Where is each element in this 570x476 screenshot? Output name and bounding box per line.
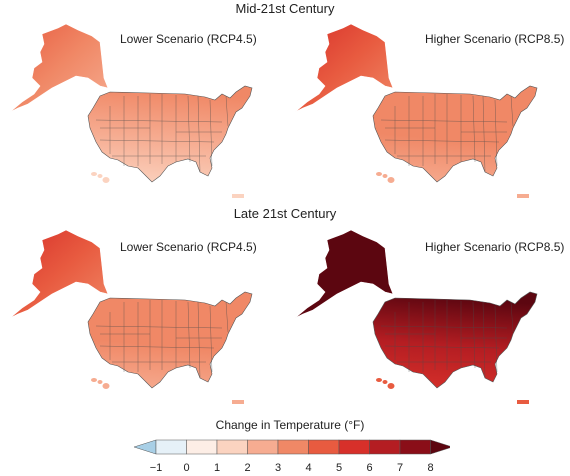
- puerto-rico-region: [232, 194, 244, 198]
- color-legend: Change in Temperature (°F) −1 0 1 2 3 4 5 6 7 8: [130, 418, 450, 476]
- legend-bin: [308, 439, 340, 455]
- legend-tick-label: 7: [396, 462, 404, 474]
- contiguous-us-region: [87, 291, 253, 389]
- scenario-label: Lower Scenario (RCP4.5): [120, 32, 257, 46]
- legend-tick-label: 3: [274, 462, 282, 474]
- legend-tick-label: 1: [213, 462, 221, 474]
- legend-bin: [338, 439, 370, 455]
- legend-arrow-above: [430, 439, 450, 455]
- puerto-rico-region: [517, 194, 529, 198]
- section-title-mid-century: Mid-21st Century: [235, 1, 335, 16]
- legend-tick-label: 4: [305, 462, 312, 474]
- map-panel-mid-lower: Lower Scenario (RCP4.5): [0, 16, 285, 206]
- map-svg: [294, 229, 538, 404]
- legend-bin: [247, 439, 279, 455]
- state-boundaries: [380, 300, 514, 379]
- scenario-label: Higher Scenario (RCP8.5): [425, 240, 565, 254]
- scenario-label: Higher Scenario (RCP8.5): [425, 32, 565, 46]
- alaska-region: [294, 229, 394, 319]
- puerto-rico-region: [517, 400, 529, 404]
- legend-tick-label: 8: [427, 462, 434, 474]
- map-svg: [9, 23, 253, 198]
- contiguous-us-region: [372, 85, 538, 183]
- legend-bin: [186, 439, 218, 455]
- legend-tick-label: −1: [149, 462, 163, 474]
- contiguous-us-region: [87, 85, 253, 183]
- legend-bin: [369, 439, 401, 455]
- legend-colorbar: [133, 439, 450, 455]
- legend-tick-label: 6: [366, 462, 373, 474]
- scenario-label: Lower Scenario (RCP4.5): [120, 240, 257, 254]
- alaska-region: [9, 229, 109, 319]
- alaska-region: [9, 23, 109, 113]
- legend-arrow-below: [133, 439, 157, 455]
- hawaii-region: [376, 172, 395, 183]
- state-boundaries: [95, 300, 229, 379]
- hawaii-region: [91, 378, 110, 389]
- legend-bin: [155, 439, 187, 455]
- legend-bin: [277, 439, 309, 455]
- legend-tick-label: 0: [183, 462, 190, 474]
- map-panel-mid-higher: Higher Scenario (RCP8.5): [285, 16, 570, 206]
- legend-bin: [216, 439, 248, 455]
- legend-bin: [399, 439, 431, 455]
- alaska-region: [294, 23, 394, 113]
- hawaii-region: [376, 378, 395, 389]
- state-boundaries: [95, 94, 229, 173]
- legend-title: Change in Temperature (°F): [215, 418, 365, 432]
- map-svg: [9, 229, 253, 404]
- map-svg: [294, 23, 538, 198]
- hawaii-region: [91, 172, 110, 183]
- state-boundaries: [380, 94, 514, 173]
- section-title-late-century: Late 21st Century: [233, 206, 337, 221]
- legend-tick-label: 2: [244, 462, 251, 474]
- contiguous-us-region: [372, 291, 538, 389]
- map-panel-late-higher: Higher Scenario (RCP8.5): [285, 222, 570, 412]
- puerto-rico-region: [232, 400, 244, 404]
- map-panel-late-lower: Lower Scenario (RCP4.5): [0, 222, 285, 412]
- legend-tick-label: 5: [335, 462, 343, 474]
